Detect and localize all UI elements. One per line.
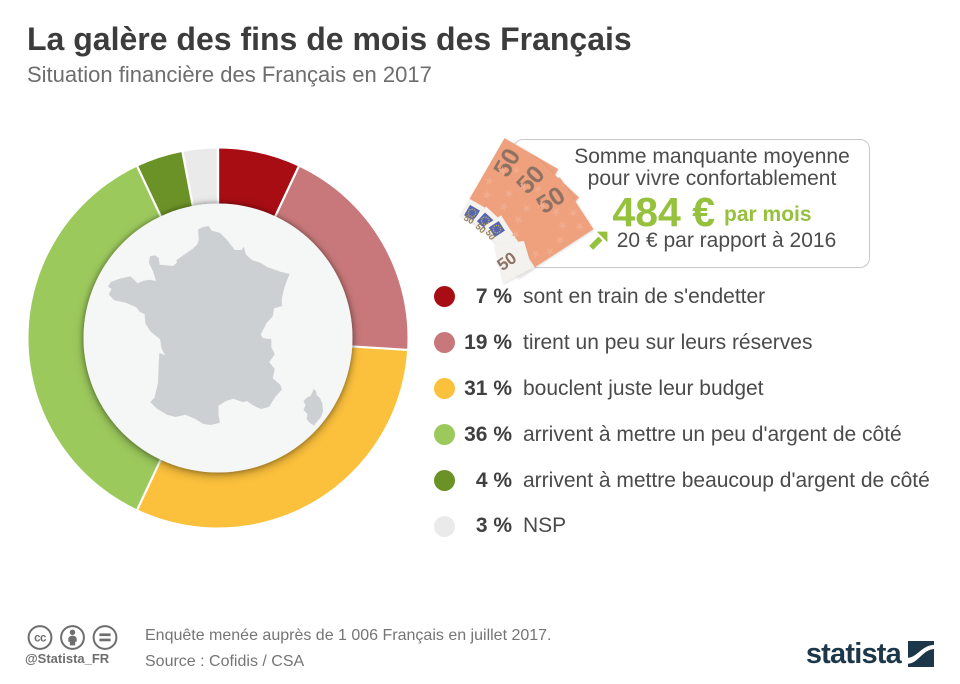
donut-segment-gaps xyxy=(135,147,409,511)
legend-row: 7 % sont en train de s'endetter xyxy=(434,274,954,320)
chart-legend: 7 % sont en train de s'endetter 19 % tirent… xyxy=(434,274,954,549)
callout-amount: 484 € xyxy=(612,189,716,236)
donut-segments xyxy=(28,148,408,528)
no-derivatives-equals-glyph xyxy=(99,633,111,642)
attribution-icon xyxy=(60,625,85,650)
callout-delta: 20 € par rapport à 2016 xyxy=(564,227,860,253)
callout-amount-suffix: par mois xyxy=(724,203,812,227)
license-icons: cc xyxy=(27,625,118,650)
page-subtitle: Situation financière des Français en 201… xyxy=(27,62,432,87)
no-derivatives-icon xyxy=(92,625,118,650)
legend-percent: 36 % xyxy=(464,422,512,446)
callout-line2: pour vivre confortablement xyxy=(587,167,837,191)
cc-letters: cc xyxy=(34,633,47,645)
donut-chart-svg xyxy=(28,147,409,528)
donut-segment-gap xyxy=(135,454,165,511)
corsica-shape xyxy=(303,389,323,426)
legend-row: 36 % arrivent à mettre un peu d'argent de… xyxy=(434,412,954,458)
legend-dot xyxy=(434,470,455,491)
legend-percent: 3 % xyxy=(475,514,512,538)
legend-row: 31 % bouclent juste leur budget xyxy=(434,366,954,412)
legend-percent: 19 % xyxy=(464,330,512,354)
donut-segment-gap xyxy=(346,345,409,352)
banknote-50-small-label: 50 xyxy=(462,213,476,227)
legend-label: arrivent à mettre un peu d'argent de côt… xyxy=(523,422,902,446)
callout-text: Somme manquante moyenne pour vivre confo… xyxy=(514,140,869,267)
statista-logo-mark xyxy=(908,641,934,667)
legend-dot xyxy=(434,378,455,400)
donut-chart xyxy=(0,120,460,570)
cc-icon xyxy=(27,625,53,650)
legend-row: 3 % NSP xyxy=(434,503,954,549)
legend-dot xyxy=(434,332,455,354)
statista-logo-text: statista xyxy=(805,638,902,670)
legend-dot xyxy=(434,286,455,308)
callout-line1: Somme manquante moyenne xyxy=(574,145,850,169)
donut-segment xyxy=(28,166,163,510)
legend-label: bouclent juste leur budget xyxy=(523,376,764,400)
legend-percent: 31 % xyxy=(464,376,512,400)
banknote-edge-labels: 50 50 50 xyxy=(462,213,497,242)
legend-label: tirent un peu sur leurs réserves xyxy=(523,330,813,354)
legend-percent: 7 % xyxy=(475,284,512,308)
donut-segment xyxy=(273,166,408,350)
statista-handle: @Statista_FR xyxy=(25,651,110,666)
legend-dot xyxy=(434,424,455,446)
legend-dot xyxy=(434,515,455,537)
donut-segment xyxy=(137,151,194,220)
banknote-50-small-label: 50 xyxy=(473,221,487,235)
legend-row: 4 % arrivent à mettre beaucoup d'argent d… xyxy=(434,458,954,504)
donut-segment xyxy=(218,148,299,220)
attribution-person-glyph xyxy=(68,629,77,646)
callout-amount-row: 484 € par mois xyxy=(564,192,860,233)
legend-label: sont en train de s'endetter xyxy=(523,284,766,308)
page-title: La galère des fins de mois des Français xyxy=(27,21,632,57)
arrow-up-right-icon xyxy=(588,229,610,251)
legend-row: 19 % tirent un peu sur leurs réserves xyxy=(434,320,954,366)
donut-segment-gap xyxy=(135,165,165,222)
callout-delta-text: 20 € par rapport à 2016 xyxy=(616,228,837,252)
callout-box: Somme manquante moyenne pour vivre confo… xyxy=(513,139,870,268)
legend-label: arrivent à mettre beaucoup d'argent de c… xyxy=(523,468,930,492)
legend-percent: 4 % xyxy=(475,468,512,492)
legend-label: NSP xyxy=(523,514,567,538)
survey-note: Enquête menée auprès de 1 006 Français e… xyxy=(145,627,552,644)
donut-segment-gap xyxy=(181,150,195,212)
donut-segment-gap xyxy=(271,165,301,222)
source-note: Source : Cofidis / CSA xyxy=(145,653,305,670)
arrow-up-right-glyph xyxy=(588,231,608,250)
banknote-50-small-label: 50 xyxy=(484,228,498,242)
france-map xyxy=(108,226,323,426)
france-mainland-shape xyxy=(108,226,290,425)
statista-mark-swoosh xyxy=(908,644,934,664)
